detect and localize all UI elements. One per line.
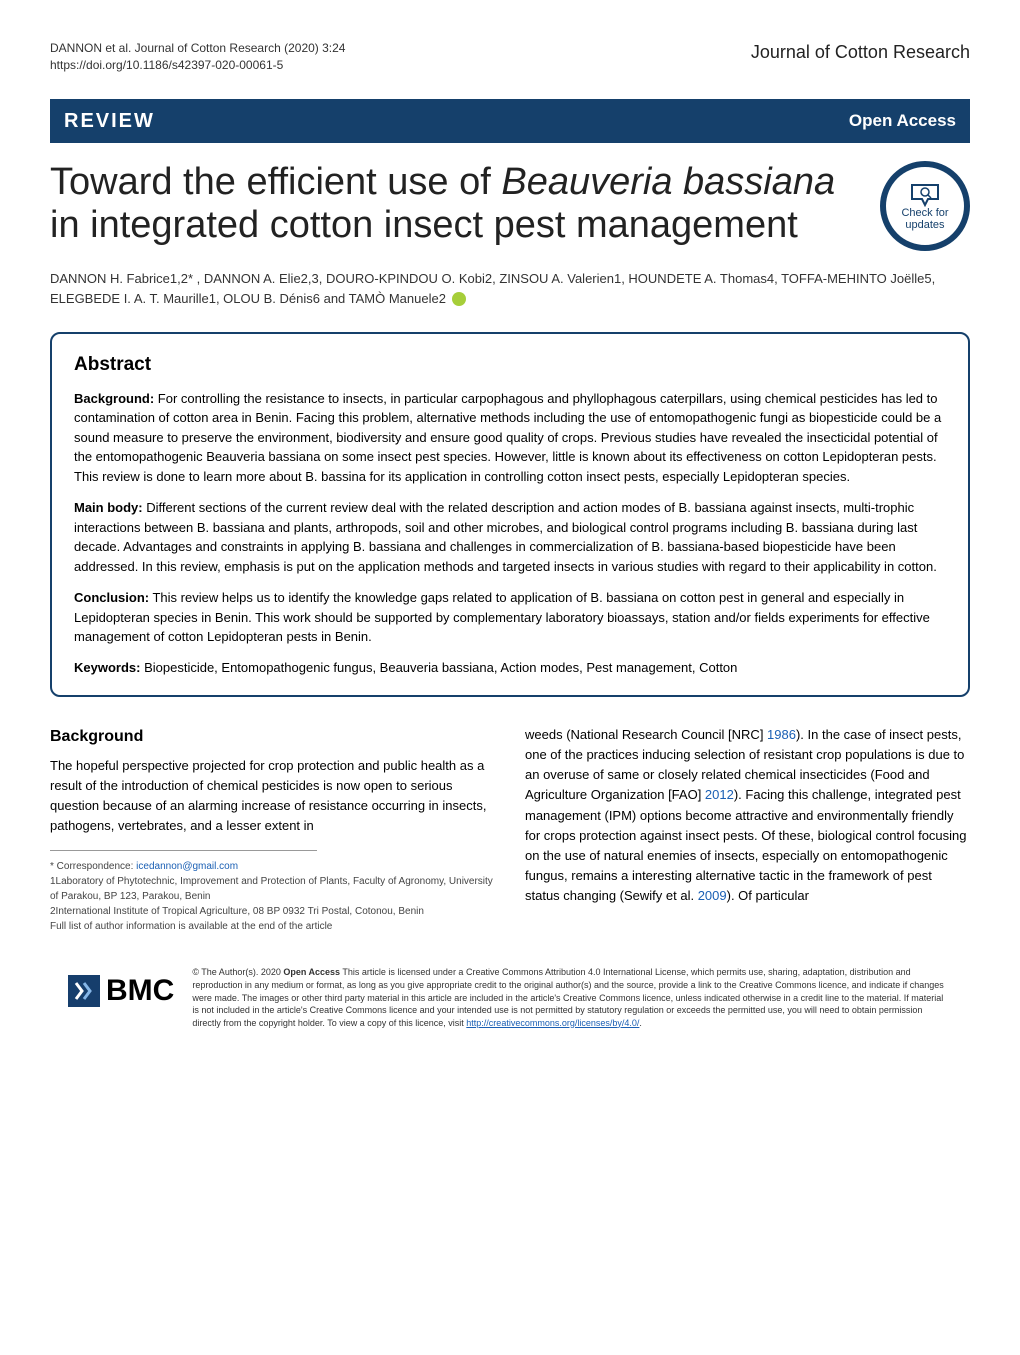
- license-end: .: [639, 1018, 642, 1028]
- license-pre: © The Author(s). 2020: [192, 967, 283, 977]
- license-row: BMC © The Author(s). 2020 Open Access Th…: [50, 956, 970, 1039]
- abstract-conc-head: Conclusion:: [74, 590, 149, 605]
- authors-text: DANNON H. Fabrice1,2* , DANNON A. Elie2,…: [50, 271, 935, 307]
- col2-mid2: ). Facing this challenge, integrated pes…: [525, 787, 967, 903]
- license-text: © The Author(s). 2020 Open Access This a…: [192, 966, 952, 1029]
- abstract-background: Background: For controlling the resistan…: [74, 389, 946, 487]
- page-container: DANNON et al. Journal of Cotton Research…: [0, 0, 1020, 1079]
- banner-right-label: Open Access: [849, 109, 956, 133]
- title-pre: Toward the efficient use of: [50, 161, 501, 203]
- col1-paragraph: The hopeful perspective projected for cr…: [50, 756, 495, 837]
- title-block: Toward the efficient use of Beauveria ba…: [50, 161, 970, 251]
- col2-paragraph: weeds (National Research Council [NRC] 1…: [525, 725, 970, 906]
- banner-left-label: REVIEW: [64, 107, 155, 135]
- keywords-line: Keywords: Biopesticide, Entomopathogenic…: [74, 659, 946, 677]
- article-title: Toward the efficient use of Beauveria ba…: [50, 161, 850, 248]
- corr-label: * Correspondence:: [50, 861, 136, 872]
- abstract-heading: Abstract: [74, 352, 946, 379]
- author-list: DANNON H. Fabrice1,2* , DANNON A. Elie2,…: [50, 269, 970, 311]
- keywords-head: Keywords:: [74, 660, 140, 675]
- badge-line1: Check for: [901, 207, 948, 219]
- citation-text: DANNON et al. Journal of Cotton Research…: [50, 40, 345, 57]
- column-right: weeds (National Research Council [NRC] 1…: [525, 725, 970, 934]
- footnotes: * Correspondence: icedannon@gmail.com 1L…: [50, 859, 495, 934]
- column-left: Background The hopeful perspective proje…: [50, 725, 495, 934]
- doi-text: https://doi.org/10.1186/s42397-020-00061…: [50, 57, 345, 74]
- badge-line2: updates: [905, 219, 944, 231]
- title-post: in integrated cotton insect pest managem…: [50, 204, 798, 246]
- affiliation-1: 1Laboratory of Phytotechnic, Improvement…: [50, 876, 493, 902]
- orcid-icon[interactable]: [452, 292, 466, 306]
- ref-2009[interactable]: 2009: [698, 888, 727, 903]
- abstract-main-head: Main body:: [74, 500, 143, 515]
- ref-2012[interactable]: 2012: [705, 787, 734, 802]
- bmc-logo: BMC: [68, 966, 174, 1016]
- bmc-chevrons-icon: [68, 975, 100, 1007]
- title-italic: Beauveria bassiana: [501, 161, 835, 203]
- abstract-box: Abstract Background: For controlling the…: [50, 332, 970, 697]
- col2-pre: weeds (National Research Council [NRC]: [525, 727, 767, 742]
- abstract-bg-head: Background:: [74, 391, 154, 406]
- license-bold: Open Access: [283, 967, 340, 977]
- crossmark-badge[interactable]: Check for updates: [880, 161, 970, 251]
- abstract-conc-body: This review helps us to identify the kno…: [74, 590, 930, 644]
- bmc-text: BMC: [106, 970, 174, 1012]
- header-row: DANNON et al. Journal of Cotton Research…: [50, 40, 970, 74]
- full-list-note: Full list of author information is avail…: [50, 921, 332, 932]
- abstract-bg-body: For controlling the resistance to insect…: [74, 391, 941, 484]
- citation-block: DANNON et al. Journal of Cotton Research…: [50, 40, 345, 74]
- ref-1986[interactable]: 1986: [767, 727, 796, 742]
- journal-name: Journal of Cotton Research: [751, 40, 970, 65]
- keywords-body: Biopesticide, Entomopathogenic fungus, B…: [140, 660, 737, 675]
- crossmark-icon: [908, 181, 942, 207]
- abstract-conclusion: Conclusion: This review helps us to iden…: [74, 588, 946, 647]
- col2-end: ). Of particular: [727, 888, 809, 903]
- article-type-banner: REVIEW Open Access: [50, 99, 970, 143]
- abstract-main-body: Different sections of the current review…: [74, 500, 937, 574]
- abstract-mainbody: Main body: Different sections of the cur…: [74, 498, 946, 576]
- badge-text: Check for updates: [901, 207, 948, 231]
- corr-email-link[interactable]: icedannon@gmail.com: [136, 861, 238, 872]
- background-heading: Background: [50, 725, 495, 750]
- body-two-column: Background The hopeful perspective proje…: [50, 725, 970, 934]
- bmc-square-icon: [68, 975, 100, 1007]
- footnote-separator: [50, 850, 317, 851]
- affiliation-2: 2International Institute of Tropical Agr…: [50, 906, 424, 917]
- license-link[interactable]: http://creativecommons.org/licenses/by/4…: [466, 1018, 639, 1028]
